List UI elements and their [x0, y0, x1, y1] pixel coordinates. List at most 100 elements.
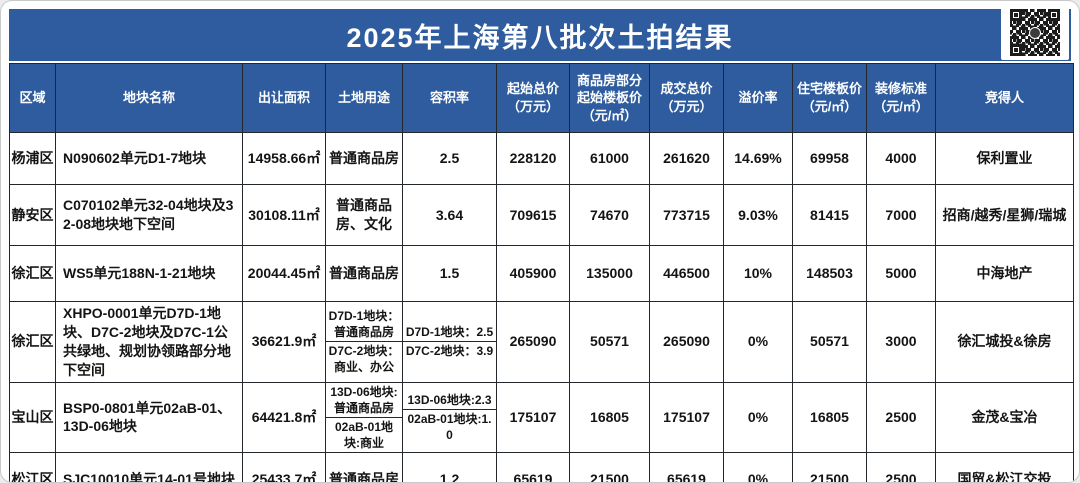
land-use-cell: D7D-1地块：普通商品房 D7C-2地块：商业、办公 [325, 301, 403, 383]
start-total-price-cell: 65619 [496, 452, 570, 482]
residential-floor-price-cell: 50571 [792, 301, 867, 383]
region-cell: 宝山区 [9, 381, 56, 454]
table-header-row: 区域 地块名称 出让面积 土地用途 容积率 起始总价（万元） 商品房部分起始楼板… [9, 63, 1074, 133]
winner-cell: 徐汇城投&徐房 [935, 301, 1074, 383]
deal-total-price-cell: 773715 [649, 184, 724, 246]
far-cell: 13D-06地块:2.3 02aB-01地块:1.0 [402, 381, 497, 454]
deal-total-price-cell: 446500 [649, 245, 724, 302]
far-sub-bottom: 02aB-01地块:1.0 [407, 411, 492, 443]
header-region: 区域 [9, 63, 56, 133]
residential-floor-price-cell: 69958 [792, 132, 867, 185]
region-cell: 徐汇区 [9, 301, 56, 383]
start-total-price-cell: 175107 [496, 381, 570, 454]
table-row: 徐汇区 XHPO-0001单元D7D-1地块、D7C-2地块及D7C-1公共绿地… [9, 301, 1074, 383]
deal-total-price-cell: 265090 [649, 301, 724, 383]
premium-rate-cell: 0% [723, 452, 793, 482]
winner-cell: 中海地产 [935, 245, 1074, 302]
area-cell: 25433.7㎡ [242, 452, 326, 482]
deal-total-price-cell: 65619 [649, 452, 724, 482]
auction-results-table: 区域 地块名称 出让面积 土地用途 容积率 起始总价（万元） 商品房部分起始楼板… [9, 63, 1074, 482]
residential-floor-price-cell: 21500 [792, 452, 867, 482]
qr-finder-icon [1048, 9, 1060, 21]
decoration-standard-cell: 2500 [866, 452, 936, 482]
qr-code-icon [1001, 5, 1069, 60]
header-far: 容积率 [402, 63, 497, 133]
land-use-cell: 普通商品房、文化 [325, 184, 403, 246]
plot-name-cell: N090602单元D1-7地块 [55, 132, 243, 185]
premium-rate-cell: 10% [723, 245, 793, 302]
commodity-start-floor-price-cell: 74670 [569, 184, 650, 246]
header-commodity-start-floor-price: 商品房部分起始楼板价（元/㎡） [569, 63, 650, 133]
table-row: 松江区 SJC10010单元14-01号地块 25433.7㎡ 普通商品房 1.… [9, 452, 1074, 482]
far-cell: 3.64 [402, 184, 497, 246]
table-row: 宝山区 BSP0-0801单元02aB-01、13D-06地块 64421.8㎡… [9, 381, 1074, 454]
premium-rate-cell: 9.03% [723, 184, 793, 246]
plot-name-cell: C070102单元32-04地块及32-08地块地下空间 [55, 184, 243, 246]
plot-name-cell: BSP0-0801单元02aB-01、13D-06地块 [55, 381, 243, 454]
winner-cell: 保利置业 [935, 132, 1074, 185]
area-cell: 64421.8㎡ [242, 381, 326, 454]
table-row: 徐汇区 WS5单元188N-1-21地块 20044.45㎡ 普通商品房 1.5… [9, 245, 1074, 302]
plot-name-cell: XHPO-0001单元D7D-1地块、D7C-2地块及D7C-1公共绿地、规划协… [55, 301, 243, 383]
start-total-price-cell: 405900 [496, 245, 570, 302]
deal-total-price-cell: 261620 [649, 132, 724, 185]
winner-cell: 金茂&宝冶 [935, 381, 1074, 454]
far-cell: D7D-1地块：2.5 D7C-2地块：3.9 [402, 301, 497, 383]
table-row: 杨浦区 N090602单元D1-7地块 14958.66㎡ 普通商品房 2.5 … [9, 132, 1074, 185]
title-bar: 2025年上海第八批次土拍结果 [9, 9, 1071, 61]
qr-center-logo [1029, 26, 1041, 39]
far-cell: 2.5 [402, 132, 497, 185]
region-cell: 松江区 [9, 452, 56, 482]
premium-rate-cell: 14.69% [723, 132, 793, 185]
commodity-start-floor-price-cell: 135000 [569, 245, 650, 302]
header-land-use: 土地用途 [325, 63, 403, 133]
premium-rate-cell: 0% [723, 381, 793, 454]
commodity-start-floor-price-cell: 50571 [569, 301, 650, 383]
far-cell: 1.5 [402, 245, 497, 302]
header-decoration-standard: 装修标准（元/㎡） [866, 63, 936, 133]
area-cell: 20044.45㎡ [242, 245, 326, 302]
decoration-standard-cell: 7000 [866, 184, 936, 246]
far-sub-top: D7D-1地块：2.5 [403, 323, 496, 343]
header-premium-rate: 溢价率 [723, 63, 793, 133]
decoration-standard-cell: 2500 [866, 381, 936, 454]
commodity-start-floor-price-cell: 16805 [569, 381, 650, 454]
deal-total-price-cell: 175107 [649, 381, 724, 454]
header-winner: 竞得人 [935, 63, 1074, 133]
plot-name-cell: SJC10010单元14-01号地块 [55, 452, 243, 482]
region-cell: 杨浦区 [9, 132, 56, 185]
start-total-price-cell: 228120 [496, 132, 570, 185]
area-cell: 14958.66㎡ [242, 132, 326, 185]
land-use-cell: 普通商品房 [325, 245, 403, 302]
region-cell: 徐汇区 [9, 245, 56, 302]
commodity-start-floor-price-cell: 21500 [569, 452, 650, 482]
far-cell: 1.2 [402, 452, 497, 482]
land-use-sub-top: D7D-1地块：普通商品房 [326, 307, 402, 343]
winner-cell: 招商/越秀/星狮/瑞城 [935, 184, 1074, 246]
decoration-standard-cell: 3000 [866, 301, 936, 383]
land-use-cell: 普通商品房 [325, 452, 403, 482]
residential-floor-price-cell: 81415 [792, 184, 867, 246]
decoration-standard-cell: 4000 [866, 132, 936, 185]
header-residential-floor-price: 住宅楼板价（元/㎡） [792, 63, 867, 133]
land-use-sub-bottom: 02aB-01地块:商业 [334, 419, 394, 451]
plot-name-cell: WS5单元188N-1-21地块 [55, 245, 243, 302]
residential-floor-price-cell: 148503 [792, 245, 867, 302]
table-row: 静安区 C070102单元32-04地块及32-08地块地下空间 30108.1… [9, 184, 1074, 246]
land-use-cell: 13D-06地块:普通商品房 02aB-01地块:商业 [325, 381, 403, 454]
land-use-cell: 普通商品房 [325, 132, 403, 185]
residential-floor-price-cell: 16805 [792, 381, 867, 454]
area-cell: 36621.9㎡ [242, 301, 326, 383]
land-use-sub-bottom: D7C-2地块：商业、办公 [328, 344, 400, 375]
winner-cell: 国贸&松江交投 [935, 452, 1074, 482]
header-area: 出让面积 [242, 63, 326, 133]
page-title: 2025年上海第八批次土拍结果 [346, 22, 734, 53]
far-sub-top: 13D-06地块:2.3 [403, 391, 496, 410]
qr-finder-icon [1010, 44, 1022, 56]
start-total-price-cell: 709615 [496, 184, 570, 246]
header-start-total-price: 起始总价（万元） [496, 63, 570, 133]
header-plot-name: 地块名称 [55, 63, 243, 133]
header-deal-total-price: 成交总价（万元） [649, 63, 724, 133]
decoration-standard-cell: 5000 [866, 245, 936, 302]
